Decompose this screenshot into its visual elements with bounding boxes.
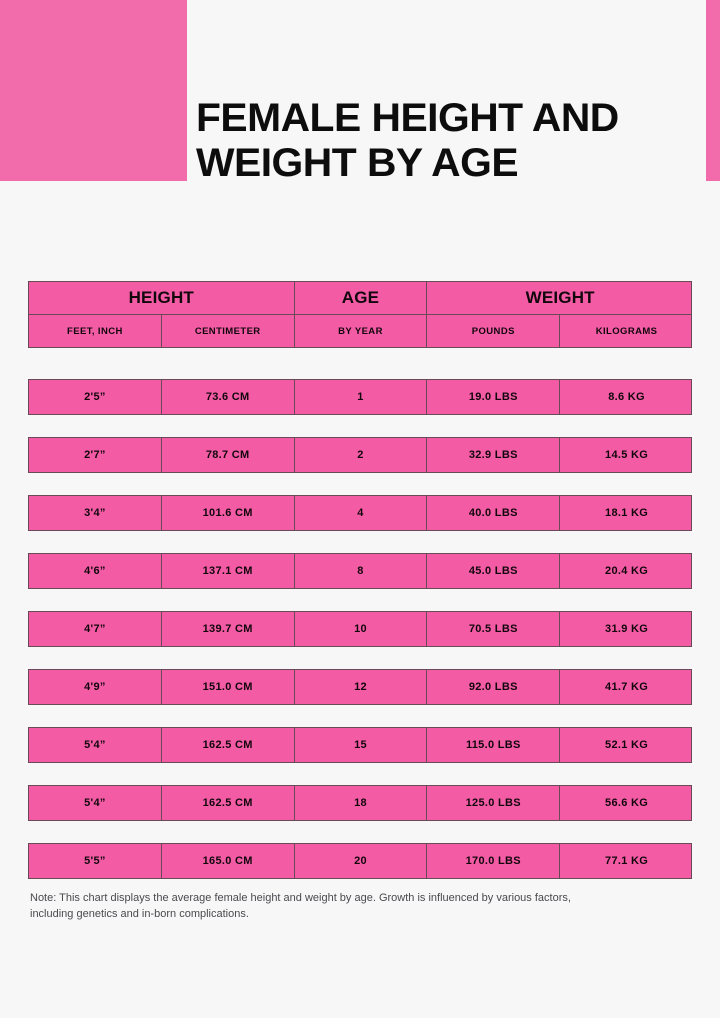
table-row: 4'6” 137.1 CM 8 45.0 LBS 20.4 KG — [28, 553, 692, 589]
cell-kilograms: 31.9 KG — [605, 623, 649, 635]
cell-centimeter: 73.6 CM — [162, 380, 295, 414]
cell-age: 10 — [295, 612, 428, 646]
cell-pounds: 45.0 LBS — [427, 554, 561, 588]
cell-centimeter: 139.7 CM — [162, 612, 295, 646]
column-header-feet-inch: FEET, INCH — [29, 315, 162, 347]
cell-feet-inch: 4'7” — [29, 612, 162, 646]
cell-feet-inch: 2'5” — [29, 380, 162, 414]
table-row: 3'4” 101.6 CM 4 40.0 LBS 18.1 KG — [28, 495, 692, 531]
cell-kilograms: 41.7 KG — [605, 681, 649, 693]
cell-pounds: 92.0 LBS — [427, 670, 561, 704]
cell-pounds: 40.0 LBS — [427, 496, 561, 530]
table-row: 2'5” 73.6 CM 1 19.0 LBS 8.6 KG — [28, 379, 692, 415]
cell-kilograms: 8.6 KG — [608, 391, 645, 403]
decorative-pink-bar-right — [706, 0, 720, 181]
column-header-pounds: POUNDS — [427, 315, 561, 347]
cell-feet-inch: 4'6” — [29, 554, 162, 588]
cell-centimeter: 78.7 CM — [162, 438, 295, 472]
cell-feet-inch: 5'5” — [29, 844, 162, 878]
table-header: HEIGHT AGE WEIGHT FEET, INCH CENTIMETER … — [28, 281, 692, 348]
cell-age: 20 — [295, 844, 428, 878]
table-row: 4'7” 139.7 CM 10 70.5 LBS 31.9 KG — [28, 611, 692, 647]
cell-kilograms: 77.1 KG — [605, 855, 649, 867]
cell-centimeter: 162.5 CM — [162, 728, 295, 762]
cell-centimeter: 101.6 CM — [162, 496, 295, 530]
column-header-by-year: BY YEAR — [295, 315, 428, 347]
cell-centimeter: 151.0 CM — [162, 670, 295, 704]
cell-feet-inch: 5'4” — [29, 728, 162, 762]
cell-pounds: 125.0 LBS — [427, 786, 561, 820]
cell-pounds: 115.0 LBS — [427, 728, 561, 762]
table-header-column-row: FEET, INCH CENTIMETER BY YEAR POUNDS KIL… — [29, 315, 691, 347]
cell-age: 12 — [295, 670, 428, 704]
cell-kilograms: 20.4 KG — [605, 565, 649, 577]
table-body: 2'5” 73.6 CM 1 19.0 LBS 8.6 KG 2'7” 78.7… — [28, 379, 692, 879]
table-row: 5'4” 162.5 CM 15 115.0 LBS 52.1 KG — [28, 727, 692, 763]
page-title: FEMALE HEIGHT AND WEIGHT BY AGE — [196, 96, 619, 185]
cell-age: 1 — [295, 380, 428, 414]
cell-age: 15 — [295, 728, 428, 762]
cell-centimeter: 137.1 CM — [162, 554, 295, 588]
footnote: Note: This chart displays the average fe… — [30, 892, 571, 920]
cell-kilograms: 52.1 KG — [605, 739, 649, 751]
column-group-age: AGE — [295, 282, 428, 314]
cell-kilograms: 14.5 KG — [605, 449, 649, 461]
cell-age: 2 — [295, 438, 428, 472]
cell-feet-inch: 4'9” — [29, 670, 162, 704]
cell-feet-inch: 3'4” — [29, 496, 162, 530]
cell-kilograms: 18.1 KG — [605, 507, 649, 519]
table-row: 4'9” 151.0 CM 12 92.0 LBS 41.7 KG — [28, 669, 692, 705]
cell-feet-inch: 2'7” — [29, 438, 162, 472]
cell-pounds: 70.5 LBS — [427, 612, 561, 646]
cell-pounds: 32.9 LBS — [427, 438, 561, 472]
table-header-group-row: HEIGHT AGE WEIGHT — [29, 282, 691, 315]
table-row: 2'7” 78.7 CM 2 32.9 LBS 14.5 KG — [28, 437, 692, 473]
column-group-height: HEIGHT — [29, 282, 295, 314]
page-title-container: FEMALE HEIGHT AND WEIGHT BY AGE — [196, 96, 666, 186]
height-weight-table: HEIGHT AGE WEIGHT FEET, INCH CENTIMETER … — [28, 281, 692, 879]
cell-feet-inch: 5'4” — [29, 786, 162, 820]
cell-centimeter: 162.5 CM — [162, 786, 295, 820]
cell-age: 18 — [295, 786, 428, 820]
cell-age: 8 — [295, 554, 428, 588]
column-group-weight: WEIGHT — [525, 288, 595, 307]
column-header-kilograms: KILOGRAMS — [595, 325, 658, 337]
column-header-centimeter: CENTIMETER — [162, 315, 295, 347]
cell-kilograms: 56.6 KG — [605, 797, 649, 809]
cell-pounds: 19.0 LBS — [427, 380, 561, 414]
table-row: 5'4” 162.5 CM 18 125.0 LBS 56.6 KG — [28, 785, 692, 821]
cell-pounds: 170.0 LBS — [427, 844, 561, 878]
cell-age: 4 — [295, 496, 428, 530]
cell-centimeter: 165.0 CM — [162, 844, 295, 878]
table-row: 5'5” 165.0 CM 20 170.0 LBS 77.1 KG — [28, 843, 692, 879]
decorative-pink-block-left — [0, 0, 187, 181]
